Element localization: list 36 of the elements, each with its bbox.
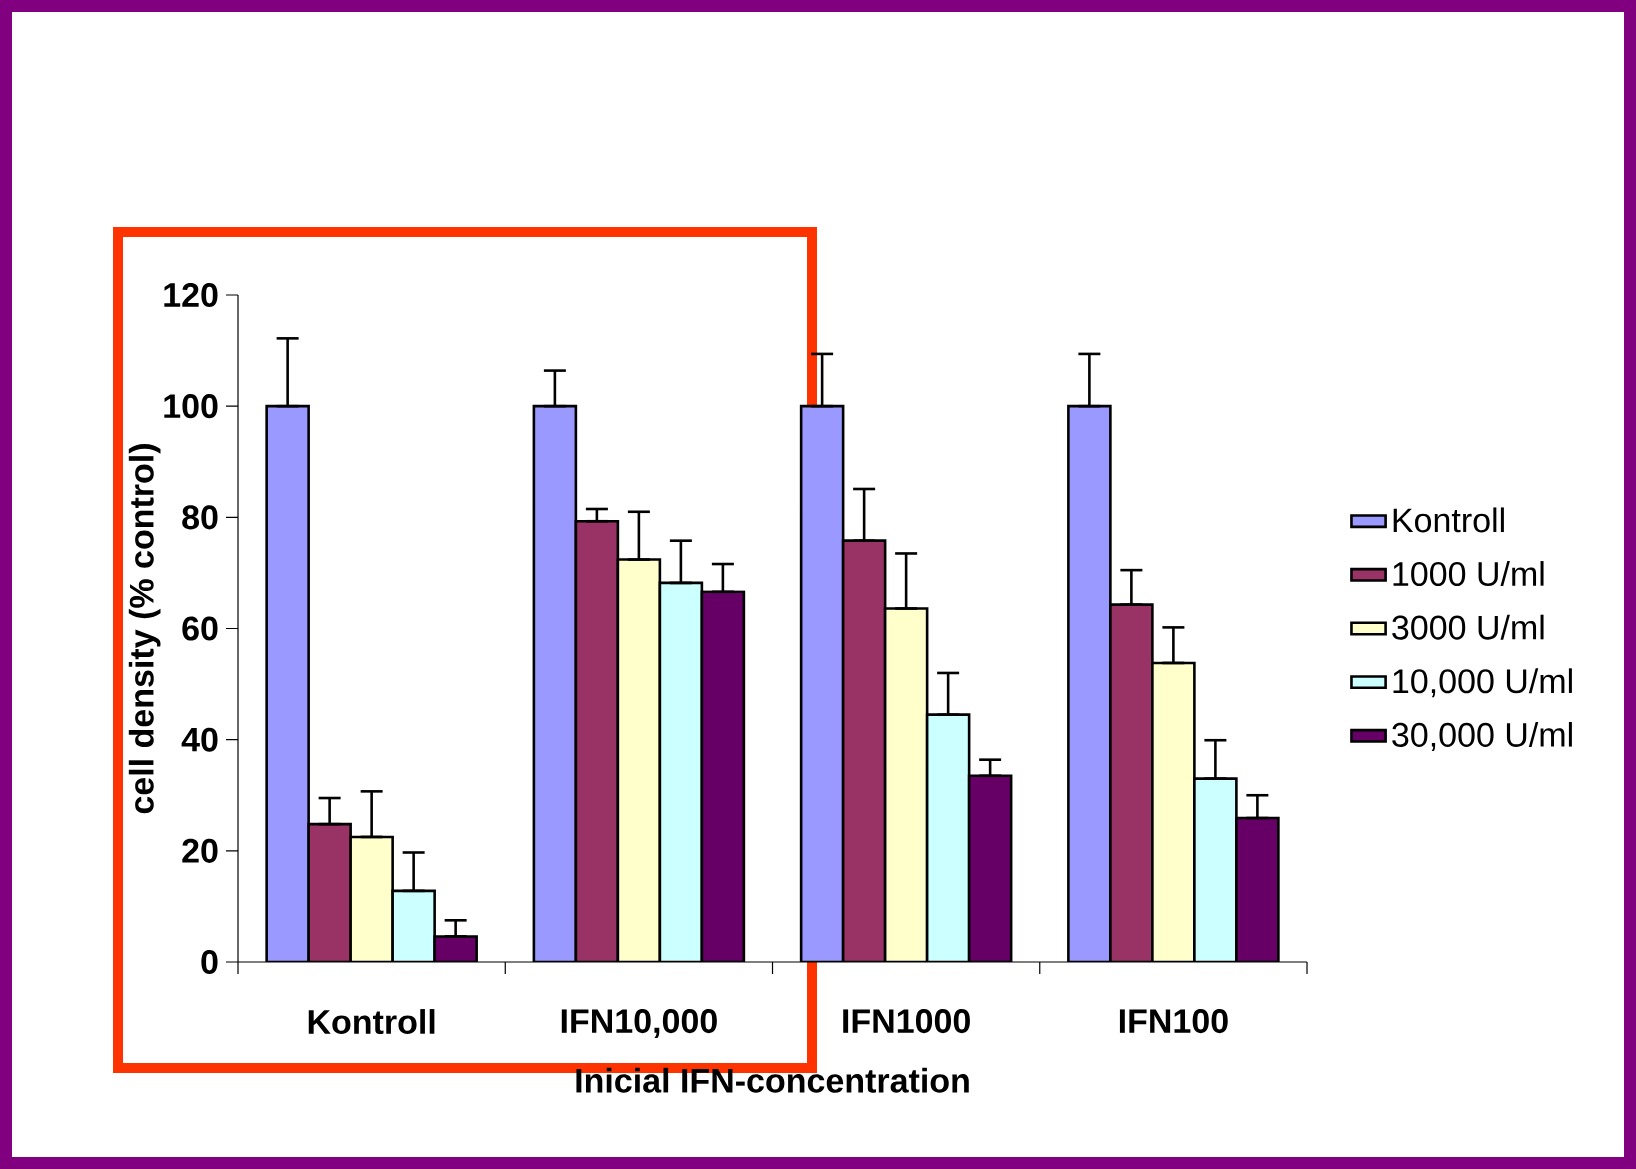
bar: [1193, 777, 1238, 962]
legend-label: Kontroll: [1393, 507, 1504, 533]
bar: [967, 774, 1013, 962]
bar: [841, 539, 887, 962]
bar: [265, 404, 310, 962]
y-tick-label: 40: [181, 727, 218, 752]
x-axis-title: Inicial IFN-concentration: [576, 1067, 969, 1093]
y-tick-label: 60: [182, 616, 218, 641]
bar: [391, 889, 436, 962]
y-tick-label: 0: [201, 949, 218, 975]
x-tick-label: IFN1000: [843, 1009, 970, 1034]
bar: [658, 581, 704, 962]
bar: [616, 558, 662, 962]
bar: [1109, 603, 1154, 962]
bar: [1151, 661, 1196, 962]
bar: [532, 404, 578, 962]
legend-label: 3000 U/ml: [1392, 614, 1544, 640]
y-tick-label: 100: [164, 394, 218, 419]
legend-label: 10,000 U/ml: [1393, 668, 1572, 698]
y-tick-label: 20: [182, 838, 218, 863]
x-tick-label: IFN10,000: [561, 1009, 717, 1039]
bar: [925, 713, 971, 962]
legend-label: 30,000 U/ml: [1392, 721, 1572, 751]
bar: [1235, 816, 1280, 962]
bar: [700, 590, 746, 962]
y-tick-label: 80: [182, 505, 218, 530]
legend-label: 1000 U/ml: [1393, 561, 1544, 587]
y-tick-label: 120: [164, 282, 218, 308]
x-tick-label: Kontroll: [308, 1009, 435, 1035]
bar: [799, 404, 845, 962]
bar: [883, 607, 929, 962]
y-axis-title: cell density (% control): [128, 444, 161, 814]
bar: [349, 835, 394, 962]
x-tick-label: IFN100: [1119, 1009, 1228, 1034]
bar: [307, 822, 352, 962]
bar: [1067, 404, 1112, 962]
